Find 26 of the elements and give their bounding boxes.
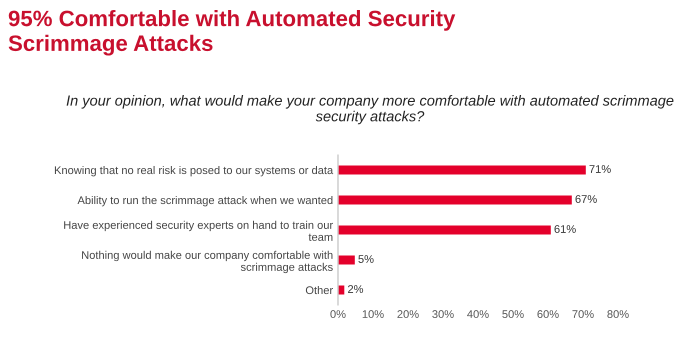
x-tick-label: 70% [572,310,594,318]
x-tick-label: 80% [607,310,629,318]
bar [338,164,588,176]
y-tick-label: Other [306,286,333,294]
y-tick-label: Have experienced security experts on hand to train our team [64,220,333,241]
bar [338,284,346,296]
x-tick-label: 30% [432,310,454,318]
data-label: 67% [576,195,597,203]
y-tick-label: Nothing would make our company comfortable with scrimmage attacks [82,250,333,274]
x-tick-label: 50% [502,310,524,318]
bar [338,194,574,206]
x-tick-label: 0% [330,310,346,318]
x-tick-label: 10% [362,310,384,318]
data-label: 2% [348,285,364,293]
data-label: 71% [590,165,611,173]
x-tick-label: 20% [397,310,419,318]
bar [338,254,356,266]
data-label: 5% [358,255,374,263]
data-label: 61% [554,225,576,233]
bar [338,224,552,236]
chart-subtitle: In your opinion, what would make your company more comfortable with automated scrimmage security attacks? [66,95,674,124]
y-tick-label: Ability to run the scrimmage attack when we wanted [78,196,332,206]
chart-title: 95% Comfortable with Automated Security Scrimmage Attacks [8,10,456,56]
x-tick-label: 40% [467,310,489,318]
y-tick-label: Knowing that no real risk is posed to our systems or data [54,166,334,176]
x-tick-label: 60% [537,310,559,318]
